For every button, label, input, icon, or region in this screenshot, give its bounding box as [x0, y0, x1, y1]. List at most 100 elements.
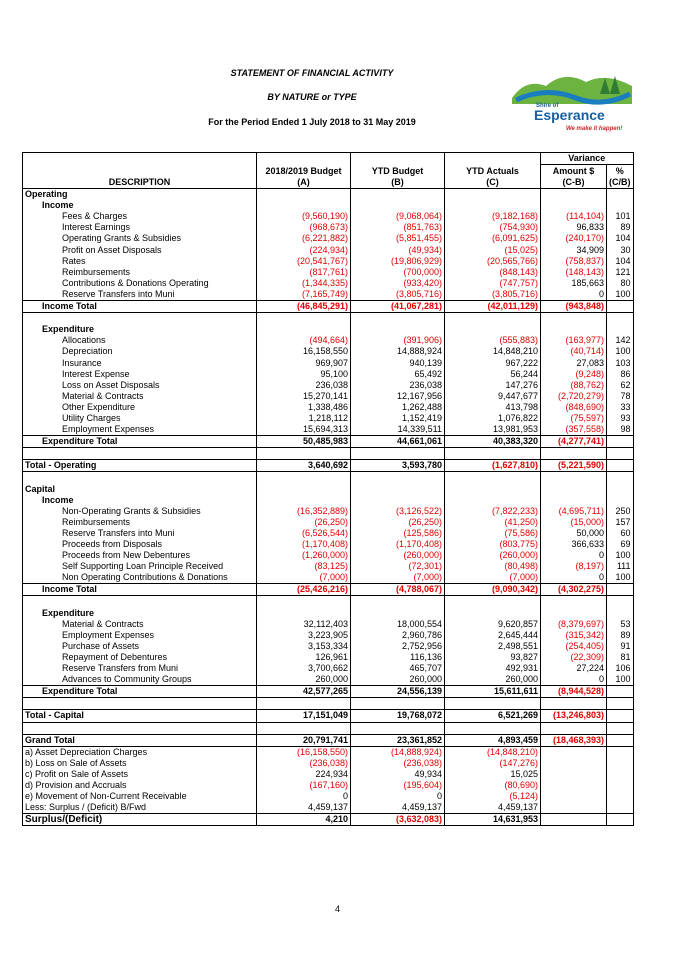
amount-cell: (4,277,741): [540, 435, 607, 449]
amount-cell: [606, 802, 634, 814]
amount-cell: (20,541,767): [256, 255, 351, 267]
amount-cell: [444, 324, 541, 336]
amount-cell: 81: [606, 651, 634, 664]
amount-cell: (848,143): [444, 266, 541, 278]
amount-cell: 12,167,956: [350, 390, 445, 402]
amount-cell: (4,695,711): [540, 505, 607, 517]
row-label: Purchase of Assets: [22, 640, 257, 652]
amount-cell: [540, 494, 607, 506]
amount-cell: 20,791,741: [256, 733, 351, 747]
amount-cell: 969,907: [256, 357, 351, 369]
amount-cell: (6,526,544): [256, 527, 351, 539]
amount-cell: 96,833: [540, 222, 607, 234]
row-label: Advances to Community Groups: [22, 674, 257, 686]
amount-cell: 23,361,852: [350, 733, 445, 747]
line-item: Material & Contracts 32,112,403 18,000,554…: [22, 618, 634, 630]
logo-trees: [600, 76, 620, 94]
amount-cell: [606, 813, 634, 827]
amount-cell: [444, 607, 541, 619]
amount-cell: 98: [606, 424, 634, 436]
amount-cell: (5,221,590): [540, 459, 607, 473]
column-name: YTD Actuals: [466, 166, 519, 177]
spacer-cell: [540, 447, 607, 460]
line-item: Reimbursements (817,761) (700,000) (848,143…: [22, 266, 634, 278]
amount-cell: [540, 791, 607, 803]
amount-cell: 14,631,953: [444, 813, 541, 827]
column-ref: (C-B): [562, 177, 585, 188]
amount-cell: [540, 813, 607, 827]
amount-cell: 0: [540, 288, 607, 301]
amount-cell: 0: [540, 572, 607, 584]
amount-cell: [540, 324, 607, 336]
amount-cell: 366,633: [540, 539, 607, 551]
amount-cell: (240,170): [540, 233, 607, 245]
amount-cell: (391,906): [350, 335, 445, 347]
amount-cell: 14,848,210: [444, 346, 541, 358]
spacer-cell: [606, 697, 634, 710]
amount-cell: (254,405): [540, 640, 607, 652]
amount-cell: [444, 200, 541, 212]
amount-cell: (16,352,889): [256, 505, 351, 517]
amount-cell: 0: [350, 791, 445, 803]
spacer-cell: [444, 722, 541, 735]
amount-cell: (147,276): [444, 757, 541, 769]
row-label: Reserve Transfers from Muni: [22, 663, 257, 675]
amount-cell: [606, 607, 634, 619]
row-label: Depreciation: [22, 346, 257, 358]
section-total: Total - Capital 17,151,049 19,768,072 6,521…: [22, 709, 634, 723]
line-item: Proceeds from Disposals (1,170,408) (1,170…: [22, 539, 634, 551]
amount-cell: (114,104): [540, 211, 607, 223]
header-cell: [22, 151, 257, 165]
amount-cell: [540, 746, 607, 758]
adjustment: a) Asset Depreciation Charges (16,158,550…: [22, 746, 634, 758]
amount-cell: (8,379,697): [540, 618, 607, 630]
row-label: Material & Contracts: [22, 618, 257, 630]
column-name: 2018/2019 Budget: [265, 166, 342, 177]
amount-cell: (236,038): [350, 757, 445, 769]
amount-cell: [444, 188, 541, 201]
amount-cell: [606, 324, 634, 336]
amount-cell: (3,632,083): [350, 813, 445, 827]
amount-cell: [256, 494, 351, 506]
amount-cell: (747,757): [444, 277, 541, 289]
line-item: Reimbursements (26,250) (26,250) (41,250) (1…: [22, 516, 634, 528]
amount-cell: 1,152,419: [350, 412, 445, 425]
amount-cell: (5,124): [444, 791, 541, 803]
amount-cell: (88,762): [540, 379, 607, 391]
amount-cell: (9,068,064): [350, 211, 445, 223]
row-label: c) Profit on Sale of Assets: [22, 768, 257, 780]
row-label: Self Supporting Loan Principle Received: [22, 561, 257, 573]
spacer-cell: [256, 722, 351, 735]
row-label: Income: [22, 200, 257, 212]
amount-cell: [256, 188, 351, 201]
amount-cell: 157: [606, 516, 634, 528]
amount-cell: (163,977): [540, 335, 607, 347]
amount-cell: 116,136: [350, 651, 445, 664]
amount-cell: 2,960,786: [350, 629, 445, 641]
amount-cell: (40,714): [540, 346, 607, 358]
amount-cell: [444, 483, 541, 495]
spacer-cell: [22, 722, 257, 735]
spacer-row: [22, 722, 634, 735]
row-label: Fees & Charges: [22, 211, 257, 223]
group-heading: Expenditure: [22, 607, 634, 619]
amount-cell: (758,837): [540, 255, 607, 267]
row-label: Income: [22, 494, 257, 506]
row-label: Expenditure Total: [22, 435, 257, 449]
header-row: DESCRIPTION 2018/2019 Budget (A) YTD Budget…: [22, 164, 634, 190]
line-item: Fees & Charges (9,560,190) (9,068,064) (9,1…: [22, 211, 634, 223]
row-label: Material & Contracts: [22, 390, 257, 402]
logo-tagline: We make it happen!: [566, 126, 622, 132]
amount-cell: 18,000,554: [350, 618, 445, 630]
spacer-cell: [606, 471, 634, 484]
line-item: Loss on Asset Disposals 236,038 236,038 147…: [22, 379, 634, 391]
spacer-cell: [350, 697, 445, 710]
row-label: Interest Earnings: [22, 222, 257, 234]
header-cell: [350, 151, 445, 165]
spacer-cell: [22, 595, 257, 608]
amount-cell: 0: [540, 674, 607, 686]
line-item: Interest Expense 95,100 65,492 56,244 (9,248…: [22, 368, 634, 380]
amount-cell: 104: [606, 255, 634, 267]
amount-cell: 106: [606, 663, 634, 675]
amount-cell: 3,640,692: [256, 459, 351, 473]
